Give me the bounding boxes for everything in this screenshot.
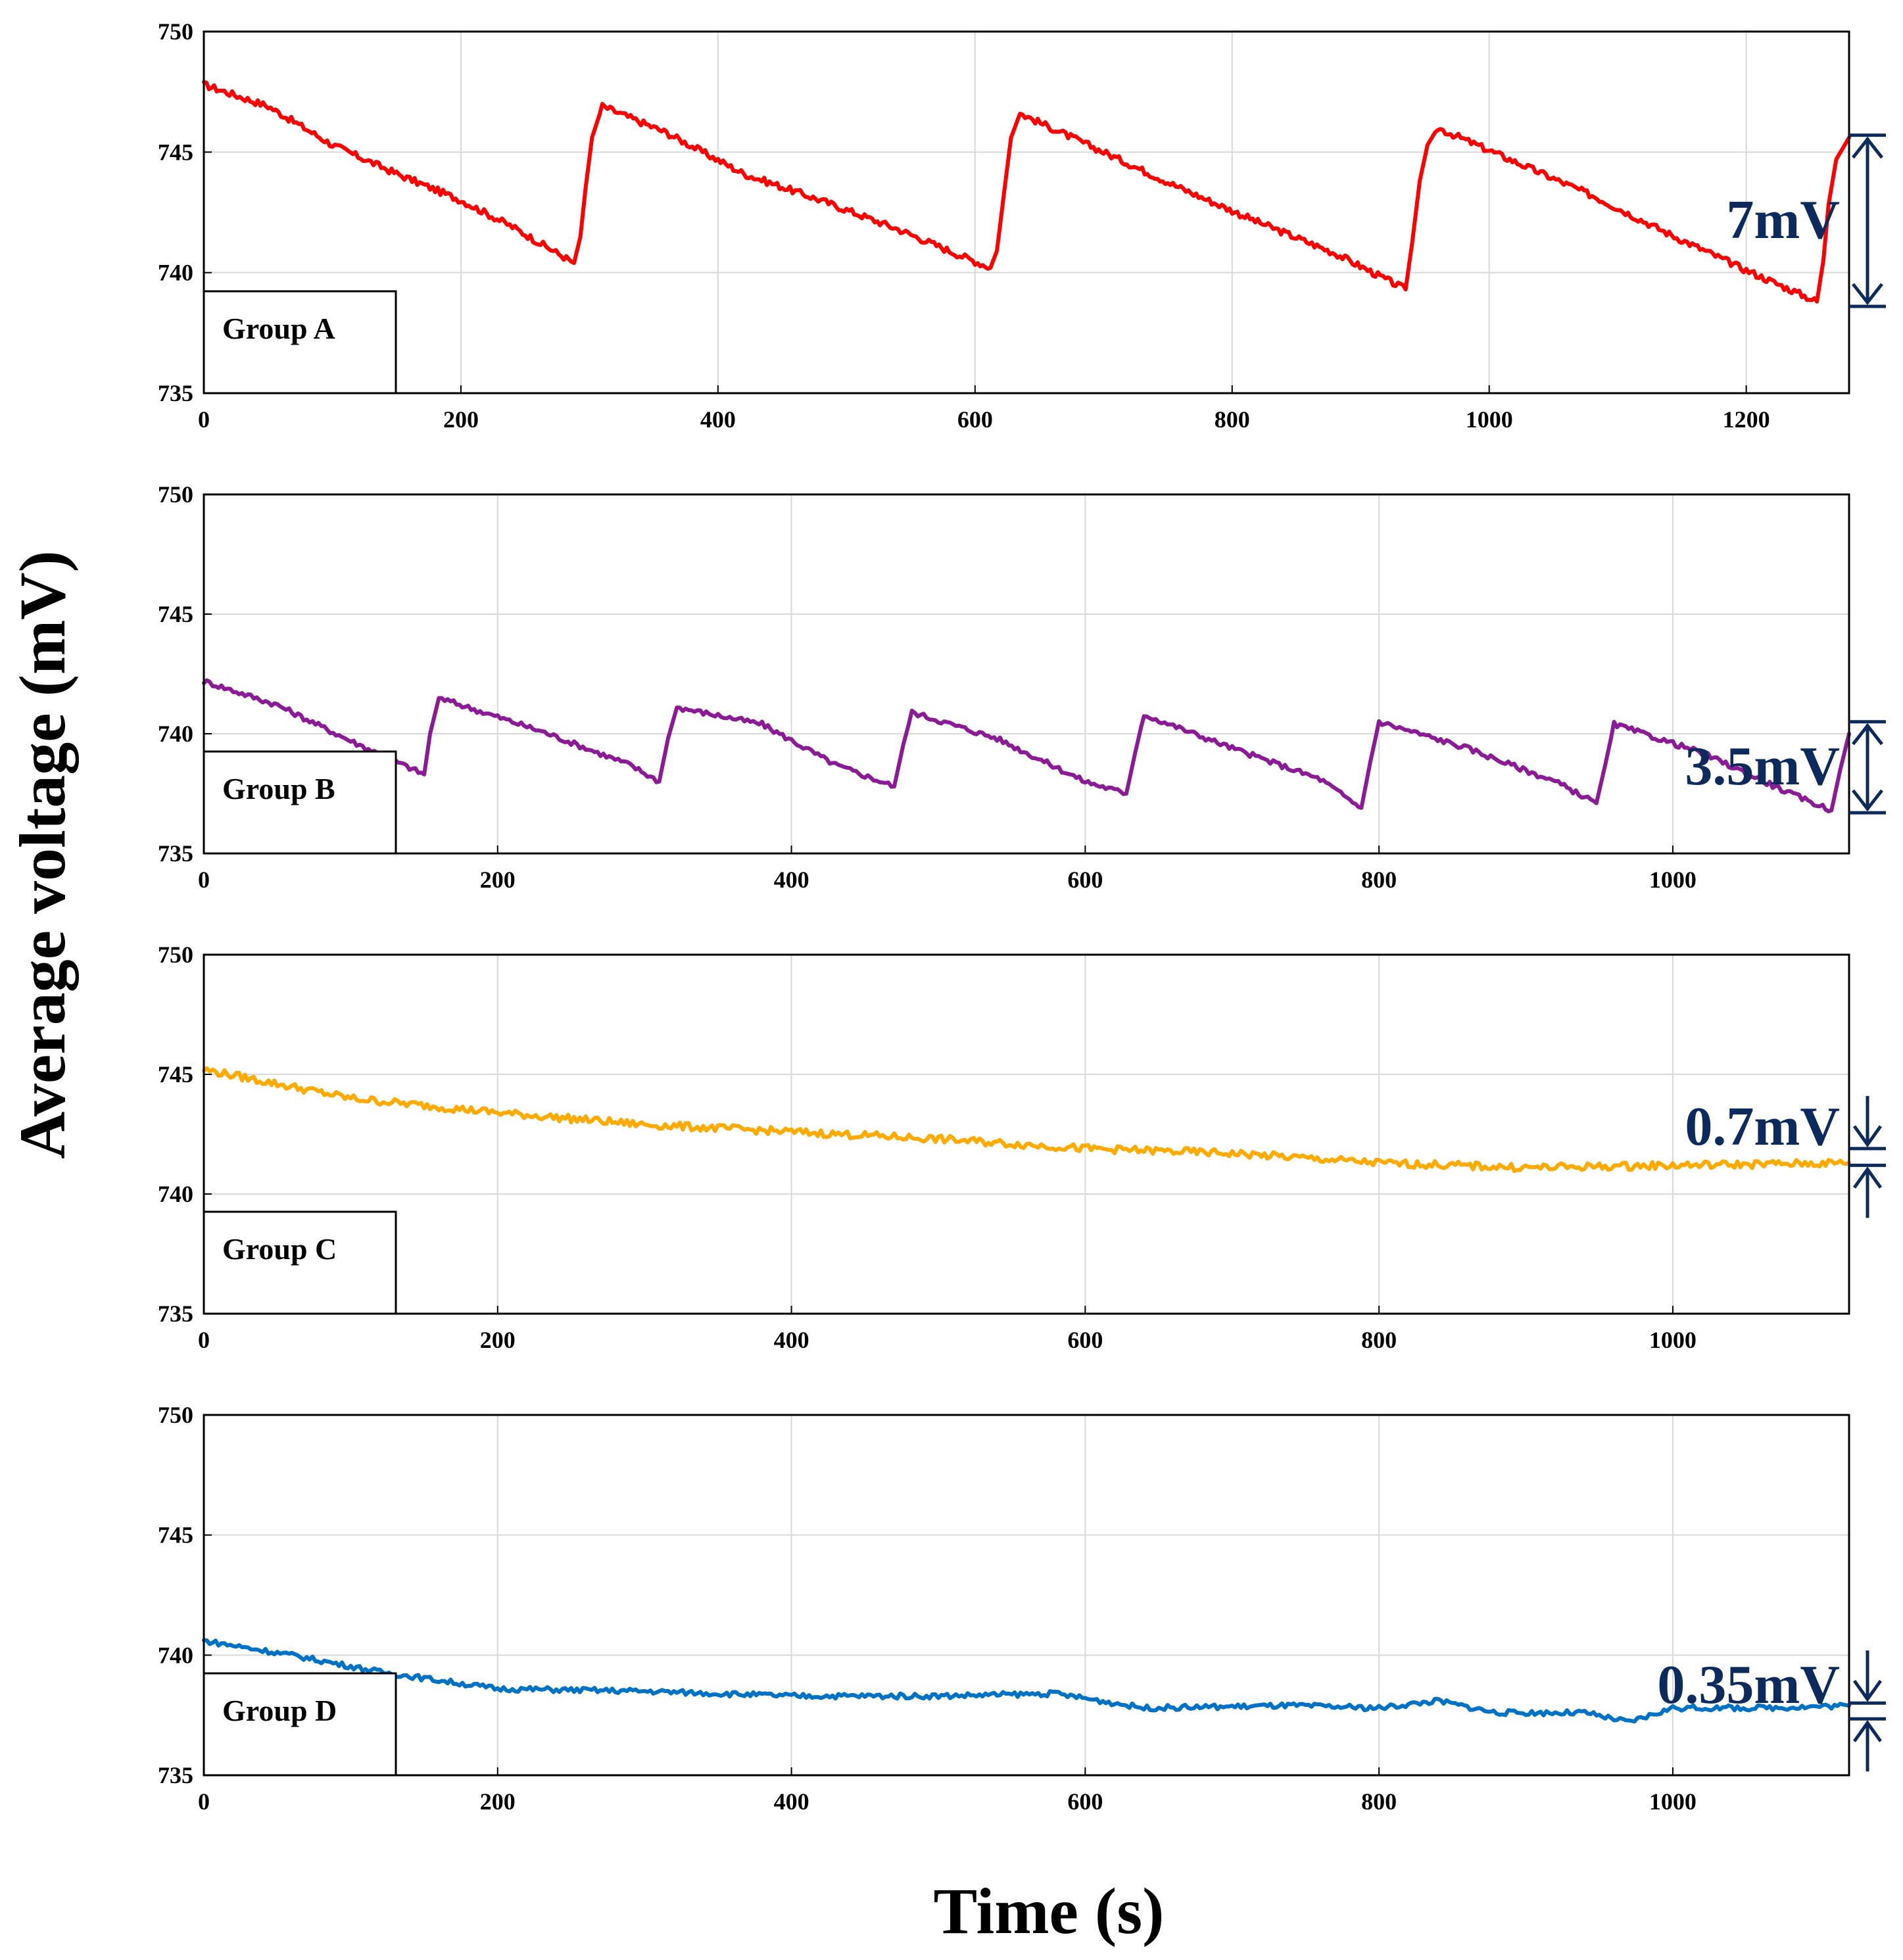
x-tick-label: 800 [1361,867,1397,893]
x-tick-label: 200 [480,1788,516,1815]
group-label: Group A [222,312,335,345]
y-tick-label: 735 [158,1301,193,1327]
x-tick-label: 200 [443,406,479,433]
series-line [202,678,1851,813]
amplitude-label: 3.5mV [1685,736,1840,797]
x-tick-label: 1200 [1723,406,1770,433]
chart-panel-2: 0 200 400 600 800 1000 735 740 745 750 Group B 3.5m… [158,481,1886,893]
group-label: Group B [222,772,335,805]
x-tick-label: 200 [480,1327,516,1353]
x-tick-label: 0 [198,406,210,433]
series-line [202,80,1851,304]
group-label: Group D [222,1694,337,1727]
chart-panel-4: 0 200 400 600 800 1000 735 740 745 750 Group D 0.35… [158,1402,1886,1815]
plot-frame [203,1414,1850,1777]
y-tick-label: 745 [158,601,193,627]
y-tick-label: 750 [158,481,193,508]
amplitude-arrow-up [1852,723,1883,746]
amplitude-arrow-up [1852,136,1883,159]
series-line [202,1638,1851,1724]
y-tick-label: 745 [158,139,193,165]
x-tick-label: 200 [480,867,516,893]
x-tick-label: 400 [774,1327,809,1353]
y-tick-label: 740 [158,260,193,286]
group-label-box [203,1672,397,1777]
plot-frame [203,953,1850,1315]
x-tick-label: 800 [1215,406,1250,433]
y-tick-label: 740 [158,721,193,747]
amplitude-arrow-down [1852,1125,1883,1148]
amplitude-label: 7mV [1726,189,1840,251]
y-tick-label: 745 [158,1061,193,1088]
x-tick-label: 400 [700,406,736,433]
amplitude-label: 0.35mV [1657,1654,1840,1715]
series-line [202,1066,1851,1174]
x-tick-label: 800 [1361,1327,1397,1353]
x-tick-label: 1000 [1649,1327,1697,1353]
amplitude-arrow-down [1852,789,1883,812]
chart-panel-1: 0 200 400 600 800 1000 1200 735 740 745 750 Group A… [158,18,1886,433]
group-label-box [203,290,397,394]
y-tick-label: 750 [158,18,193,45]
y-tick-label: 740 [158,1181,193,1207]
amplitude-arrow-up [1852,1166,1883,1189]
plot-frame [203,30,1850,394]
x-tick-label: 400 [774,1788,809,1815]
x-tick-label: 1000 [1649,1788,1697,1815]
group-label-box [203,750,397,855]
group-label: Group C [222,1232,337,1266]
chart-panel-3: 0 200 400 600 800 1000 735 740 745 750 Group C 0.7m… [158,942,1886,1353]
x-axis-title: Time (s) [934,1875,1165,1948]
x-tick-label: 600 [1067,867,1103,893]
amplitude-arrow-down [1852,283,1883,306]
amplitude-arrow-down [1852,1679,1883,1702]
x-tick-label: 600 [1067,1327,1103,1353]
plot-frame [203,493,1850,855]
x-tick-label: 0 [198,1327,210,1353]
x-tick-label: 600 [957,406,993,433]
x-tick-label: 600 [1067,1788,1103,1815]
x-tick-label: 800 [1361,1788,1397,1815]
group-label-box [203,1210,397,1315]
x-tick-label: 0 [198,1788,210,1815]
y-tick-label: 745 [158,1522,193,1548]
y-tick-label: 735 [158,840,193,867]
x-tick-label: 0 [198,867,210,893]
y-tick-label: 750 [158,942,193,968]
y-axis-title: Average voltage (mV) [6,550,79,1159]
y-tick-label: 735 [158,380,193,406]
y-tick-label: 735 [158,1762,193,1788]
amplitude-label: 0.7mV [1685,1096,1840,1157]
chart-panels: 0 200 400 600 800 1000 1200 735 740 745 750 Group A… [158,18,1886,1815]
y-tick-label: 750 [158,1402,193,1428]
x-tick-label: 1000 [1649,867,1697,893]
amplitude-arrow-up [1852,1719,1883,1742]
x-tick-label: 1000 [1466,406,1513,433]
y-tick-label: 740 [158,1642,193,1668]
x-tick-label: 400 [774,867,809,893]
